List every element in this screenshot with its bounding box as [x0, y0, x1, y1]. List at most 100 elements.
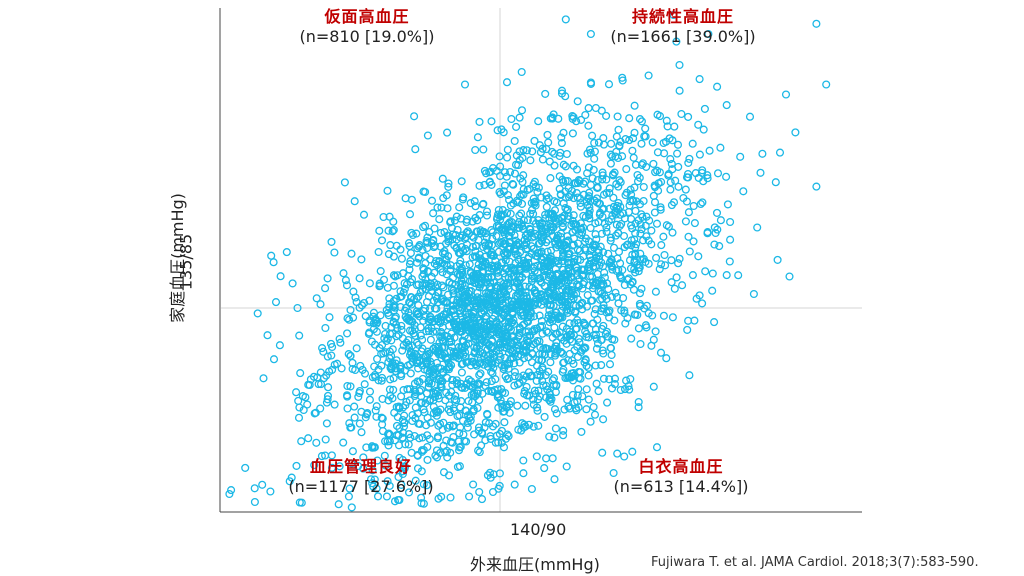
data-point: [670, 122, 679, 131]
data-point: [631, 160, 640, 169]
data-point: [382, 336, 391, 346]
data-point: [605, 375, 614, 384]
data-point: [637, 139, 646, 148]
data-point: [541, 371, 550, 380]
data-point: [343, 381, 352, 391]
data-point: [551, 424, 560, 433]
data-point: [537, 224, 546, 233]
data-point: [723, 200, 732, 209]
data-point: [625, 136, 634, 145]
data-point: [632, 240, 641, 249]
data-point: [552, 342, 561, 351]
data-point: [473, 133, 482, 142]
data-point: [442, 355, 451, 364]
data-point: [621, 191, 630, 200]
data-point: [399, 403, 408, 412]
data-point: [644, 71, 653, 80]
data-point: [405, 298, 414, 307]
data-point: [775, 148, 785, 157]
data-point: [317, 452, 326, 461]
data-point: [534, 274, 544, 283]
data-point: [446, 265, 455, 274]
data-point: [597, 258, 606, 267]
data-point: [327, 451, 336, 460]
data-point: [269, 258, 278, 267]
data-point: [375, 282, 384, 291]
data-point: [480, 166, 489, 175]
data-point: [321, 435, 330, 444]
data-point: [594, 248, 603, 257]
data-point: [538, 144, 547, 153]
data-point: [434, 494, 443, 503]
data-point: [568, 372, 577, 381]
data-point: [455, 462, 464, 471]
data-point: [584, 163, 593, 172]
data-point: [419, 223, 428, 232]
data-point: [292, 461, 301, 470]
data-point: [756, 168, 765, 177]
data-point: [419, 480, 428, 489]
data-point: [705, 146, 714, 155]
data-point: [616, 178, 625, 187]
data-point: [323, 274, 332, 283]
data-point: [502, 172, 511, 181]
data-point: [503, 145, 512, 154]
data-point: [600, 273, 609, 282]
data-point: [710, 240, 719, 249]
data-point: [580, 344, 589, 353]
data-point: [394, 472, 403, 482]
data-point: [616, 273, 625, 282]
data-point: [578, 392, 587, 401]
data-point: [509, 319, 519, 328]
data-point: [392, 241, 401, 250]
data-point: [674, 162, 683, 171]
data-point: [547, 310, 556, 319]
data-point: [514, 333, 523, 342]
data-point: [630, 101, 639, 110]
data-point: [382, 492, 391, 501]
data-point: [557, 133, 566, 142]
data-point: [465, 492, 474, 501]
data-point: [485, 177, 495, 186]
data-point: [534, 117, 543, 126]
data-point: [250, 484, 259, 493]
data-point: [655, 265, 664, 274]
data-point: [439, 297, 448, 306]
data-point: [668, 228, 677, 237]
data-point: [351, 293, 360, 302]
data-point: [468, 357, 477, 366]
data-point: [584, 121, 593, 130]
data-point: [542, 327, 551, 336]
data-point: [465, 309, 474, 318]
data-point: [559, 248, 568, 257]
data-point: [586, 197, 595, 206]
data-point: [565, 319, 574, 328]
data-point: [495, 152, 504, 161]
data-point: [445, 334, 455, 343]
data-point: [546, 358, 555, 367]
data-point: [385, 437, 394, 446]
data-point: [328, 342, 337, 352]
data-point: [593, 269, 602, 279]
data-point: [330, 400, 339, 409]
data-point: [497, 426, 506, 435]
data-point: [527, 371, 536, 381]
data-point: [481, 436, 490, 445]
data-point: [294, 413, 304, 422]
data-point: [437, 364, 446, 373]
data-point: [628, 195, 637, 204]
data-point: [432, 294, 441, 303]
data-point: [438, 268, 447, 277]
data-point: [558, 367, 567, 377]
data-point: [688, 139, 697, 148]
data-point: [812, 19, 821, 28]
data-point: [661, 137, 671, 146]
data-point: [381, 461, 390, 470]
data-point: [483, 351, 493, 360]
data-point: [396, 370, 406, 379]
data-point: [321, 323, 330, 333]
data-point: [520, 241, 529, 250]
data-point: [529, 422, 538, 431]
data-point: [486, 317, 495, 326]
